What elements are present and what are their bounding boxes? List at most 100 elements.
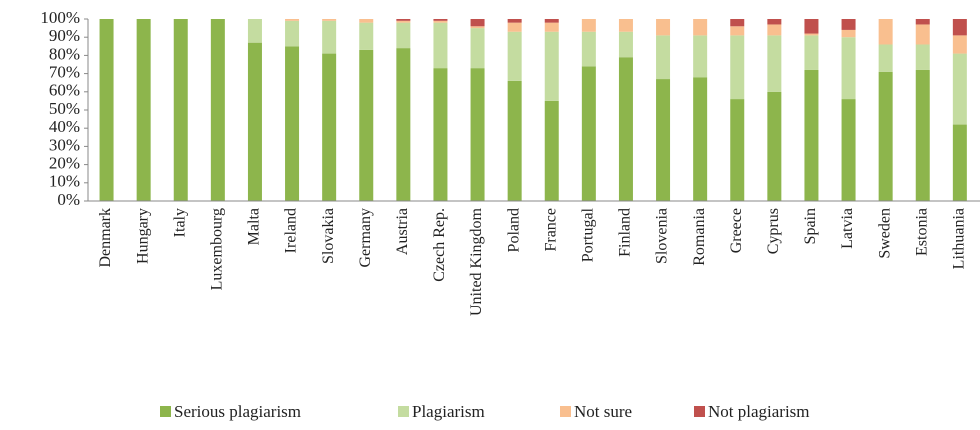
x-tick-label: Spain (802, 208, 819, 244)
bar-segment (322, 19, 337, 21)
x-tick-label: Latvia (839, 208, 856, 249)
bar-segment (507, 80, 522, 201)
bar-segment (915, 19, 930, 25)
bar-segment (210, 19, 225, 201)
bar-segment (915, 24, 930, 45)
bar-segment (285, 46, 300, 201)
bar-segment (804, 35, 819, 70)
bar-segment (952, 35, 967, 54)
bar-segment (544, 22, 559, 32)
bar-segment (285, 20, 300, 47)
bar-segment (804, 69, 819, 202)
bar-segment (433, 20, 448, 23)
bar-segment (470, 68, 485, 201)
x-tick-label: France (542, 208, 559, 252)
y-tick-label: 70% (49, 63, 80, 82)
bar-segment (730, 19, 745, 27)
x-tick-label: Finland (617, 208, 634, 257)
legend-swatch (398, 406, 409, 417)
bar-segment (656, 19, 671, 36)
y-tick-label: 30% (49, 135, 80, 154)
y-tick-label: 40% (49, 117, 80, 136)
bar-segment (952, 53, 967, 125)
x-tick-label: Italy (171, 208, 188, 237)
bar-segment (433, 19, 448, 21)
x-tick-label: Cyprus (765, 208, 782, 254)
bar-segment (915, 69, 930, 202)
x-tick-label: Malta (246, 208, 263, 245)
bar-segment (767, 19, 782, 25)
legend-label: Serious plagiarism (174, 402, 301, 421)
x-tick-label: Greece (728, 208, 745, 253)
x-tick-label: Portugal (580, 207, 597, 262)
x-tick-label: Estonia (913, 208, 930, 256)
bar-segment (322, 20, 337, 54)
bar-segment (804, 19, 819, 34)
bar-segment (359, 22, 374, 50)
bar-segment (507, 22, 522, 32)
bar-segment (359, 49, 374, 201)
bar-segment (767, 24, 782, 36)
bar-segment (544, 100, 559, 201)
y-tick-label: 10% (49, 172, 80, 191)
bar-segment (507, 31, 522, 81)
bar-segment (656, 35, 671, 80)
bar-segment (359, 19, 374, 23)
bar-segment (841, 19, 856, 30)
bar-segment (136, 19, 151, 201)
bar-segment (878, 19, 893, 45)
bar-segment (656, 79, 671, 201)
bar-segment (470, 26, 485, 29)
bar-segment (433, 68, 448, 201)
bar-segment (730, 35, 745, 100)
bar-segment (396, 48, 411, 202)
bar-segment (841, 29, 856, 38)
x-tick-label: Lithuania (951, 208, 968, 269)
bar-segment (581, 19, 596, 32)
bar-segment (396, 19, 411, 21)
legend-swatch (160, 406, 171, 417)
bar-segment (693, 77, 708, 201)
bar-segment (581, 31, 596, 67)
x-tick-label: Hungary (134, 208, 151, 264)
bar-segment (470, 28, 485, 69)
x-tick-label: Denmark (97, 208, 114, 268)
bar-segment (730, 99, 745, 201)
bar-segment (581, 66, 596, 201)
bar-segment (618, 31, 633, 58)
x-tick-label: Slovakia (320, 208, 337, 264)
bar-segment (693, 19, 708, 36)
x-tick-label: Czech Rep. (431, 208, 448, 282)
bar-segment (507, 19, 522, 23)
legend-swatch (560, 406, 571, 417)
bar-segment (804, 33, 819, 36)
bar-segment (841, 99, 856, 201)
bar-segment (618, 19, 633, 32)
y-tick-label: 60% (49, 81, 80, 100)
bar-segment (544, 31, 559, 101)
legend-label: Plagiarism (412, 402, 485, 421)
bar-segment (396, 20, 411, 23)
bar-segment (952, 19, 967, 36)
x-tick-label: Romania (691, 208, 708, 266)
bar-segment (544, 19, 559, 23)
bar-segment (767, 91, 782, 201)
y-tick-label: 80% (49, 44, 80, 63)
x-tick-label: Luxembourg (209, 208, 226, 290)
bar-segment (247, 19, 262, 43)
bar-segment (99, 19, 114, 201)
bar-segment (322, 53, 337, 201)
y-tick-label: 20% (49, 154, 80, 173)
bar-segment (767, 35, 782, 92)
bar-segment (693, 35, 708, 78)
bar-segment (470, 19, 485, 27)
bar-segment (730, 26, 745, 36)
bar-segment (915, 44, 930, 70)
bar-segment (618, 57, 633, 201)
x-tick-label: Germany (357, 208, 374, 268)
x-tick-label: Austria (394, 208, 411, 255)
y-tick-label: 90% (49, 26, 80, 45)
bar-segment (952, 124, 967, 201)
bar-segment (396, 22, 411, 49)
